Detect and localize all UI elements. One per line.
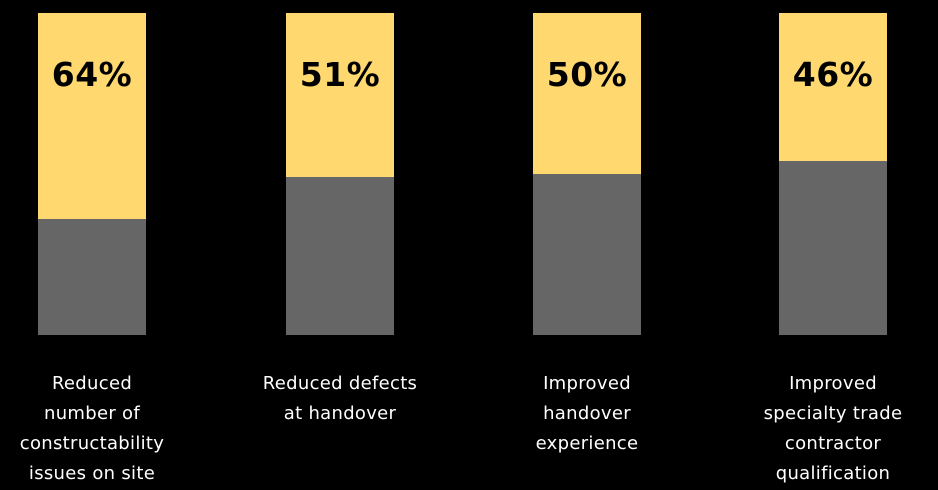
bar-3: 50% (533, 13, 641, 335)
category-label-line: experience (535, 433, 639, 454)
bar-2: 51% (286, 13, 394, 335)
category-label-line: qualification (775, 463, 891, 484)
category-label-line: issues on site (28, 463, 156, 484)
bar-value-segment (38, 13, 146, 219)
bar-remainder-segment (286, 177, 394, 335)
bar-4: 46% (779, 13, 887, 335)
category-label: Reduced number of constructability issues o… (0, 369, 192, 489)
bar-value-label: 64% (51, 55, 133, 94)
category-label: Reduced defects at handover (240, 369, 440, 429)
category-label-line: constructability (19, 433, 165, 454)
category-label-line: Reduced (51, 373, 133, 394)
category-label: Improved specialty trade contractor qualifi… (733, 369, 933, 489)
bar-value-segment (533, 13, 641, 174)
category-label-line: number of (43, 403, 141, 424)
bar-remainder-segment (38, 219, 146, 335)
bar-1: 64% (38, 13, 146, 335)
category-label: Improved handover experience (487, 369, 687, 459)
bar-remainder-segment (779, 161, 887, 335)
bar-value-segment (286, 13, 394, 177)
bar-value-label: 46% (792, 55, 874, 94)
bar-remainder-segment (533, 174, 641, 335)
category-label-line: at handover (283, 403, 397, 424)
bar-value-segment (779, 13, 887, 161)
category-label-line: contractor (784, 433, 882, 454)
category-label-line: specialty trade (763, 403, 903, 424)
bar-value-label: 51% (299, 55, 381, 94)
category-label-line: Improved (789, 373, 877, 394)
category-label-line: Improved (543, 373, 631, 394)
bar-value-label: 50% (546, 55, 628, 94)
category-label-line: handover (543, 403, 631, 424)
category-label-line: Reduced defects (262, 373, 418, 394)
